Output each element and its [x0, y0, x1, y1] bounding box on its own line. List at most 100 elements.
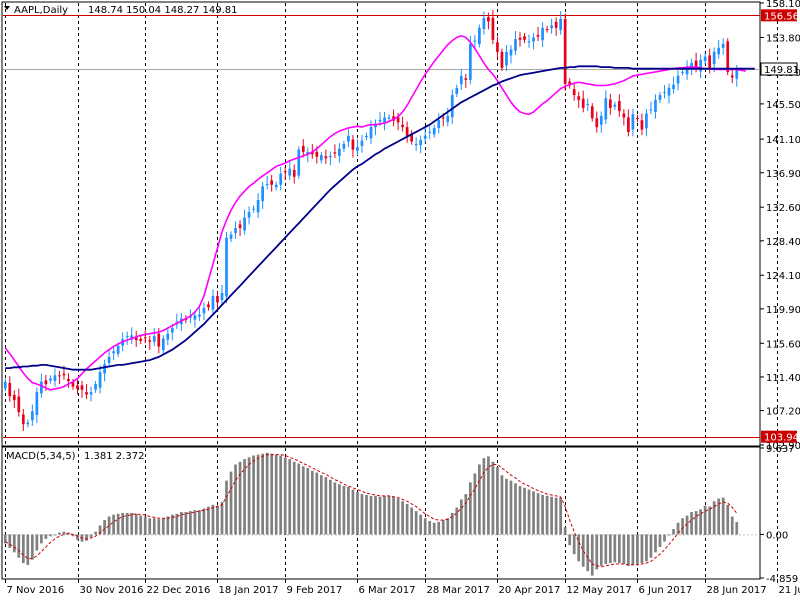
level-tag	[761, 430, 797, 443]
macd-bar	[175, 513, 179, 535]
candle-body	[261, 186, 264, 202]
time-tick-label: 9 Feb 2017	[287, 585, 343, 596]
macd-bar	[351, 489, 355, 535]
macd-bar	[98, 525, 102, 535]
macd-bar	[527, 489, 531, 535]
price-gridlines	[5, 3, 778, 445]
macd-bar	[541, 494, 544, 535]
macd-bar	[414, 511, 418, 535]
macd-bar	[396, 498, 400, 535]
macd-bar	[198, 510, 201, 535]
macd-bar	[112, 514, 115, 535]
macd-bar	[554, 497, 558, 535]
candle-body	[518, 37, 522, 40]
candle-body	[193, 315, 197, 320]
candle-body	[550, 25, 553, 29]
candle-body	[301, 145, 305, 152]
level-tag	[761, 9, 797, 22]
candle-body	[717, 47, 721, 55]
candle-body	[721, 43, 725, 48]
price-tick-label: 145.50	[766, 100, 800, 111]
macd-bar	[180, 512, 183, 535]
candle-body	[256, 199, 260, 213]
candle-body	[604, 98, 608, 120]
macd-bar	[62, 531, 66, 535]
candle-body	[356, 147, 359, 151]
macd-bar	[482, 458, 486, 535]
macd-bar	[428, 520, 432, 535]
macd-bar	[473, 473, 477, 535]
macd-bar	[369, 495, 373, 535]
time-tick-label: 6 Mar 2017	[359, 585, 416, 596]
candle-body	[297, 149, 301, 176]
candle-body	[487, 17, 490, 22]
candle-body	[672, 84, 675, 90]
macd-bar	[76, 534, 79, 540]
macd-bar	[306, 468, 310, 535]
candle-body	[581, 98, 585, 108]
macd-bar	[487, 456, 490, 535]
macd-bar	[283, 457, 287, 535]
macd-bar	[559, 497, 562, 535]
macd-bar	[193, 510, 197, 535]
macd-bar	[35, 534, 39, 551]
macd-bar	[478, 464, 481, 535]
candle-body	[405, 127, 409, 136]
candle-body	[225, 237, 228, 297]
candle-body	[252, 208, 255, 210]
macd-bar	[523, 487, 526, 535]
candle-body	[26, 422, 30, 425]
candle-body	[98, 372, 102, 388]
macd-bar	[514, 483, 517, 535]
candle-body	[292, 169, 296, 177]
candle-body	[274, 184, 278, 188]
macd-bar	[319, 475, 323, 535]
macd-bar	[667, 534, 671, 536]
candle-body	[378, 119, 382, 122]
candle-body	[608, 99, 612, 108]
last-price-label: 149.81	[764, 65, 799, 76]
macd-bar	[455, 507, 459, 535]
candle-body	[523, 36, 526, 40]
level-tag-label: 103.94	[764, 433, 799, 444]
time-axis: 7 Nov 2016 30 Nov 2016 22 Dec 2016 18 Jan 2…	[5, 579, 800, 596]
macd-bar	[94, 531, 97, 535]
macd-bar	[563, 527, 567, 535]
candle-body	[473, 40, 477, 42]
macd-bar	[148, 518, 152, 535]
macd-bar	[252, 455, 255, 535]
candle-body	[541, 27, 544, 41]
candle-body	[3, 381, 7, 389]
candle-body	[636, 117, 639, 120]
macd-bar	[712, 501, 716, 535]
macd-bar	[333, 482, 337, 535]
macd-bar	[21, 534, 25, 564]
candle-body	[536, 35, 540, 37]
macd-bar	[134, 513, 138, 535]
symbol-dropdown-icon[interactable]	[4, 6, 10, 10]
macd-bar	[572, 534, 576, 555]
level-tag-label: 156.56	[764, 11, 799, 22]
price-tick-label: 107.20	[766, 407, 800, 418]
macd-bar	[545, 495, 549, 535]
candle-body	[563, 19, 567, 84]
candle-body	[586, 103, 590, 105]
candle-body	[89, 392, 93, 395]
candle-body	[103, 364, 106, 374]
candle-body	[387, 117, 391, 119]
macd-bar	[161, 518, 165, 535]
macd-bar	[342, 485, 346, 535]
candle-body	[279, 173, 283, 185]
symbol-label: AAPL,Daily	[14, 5, 68, 16]
macd-bar	[103, 520, 106, 535]
candle-body	[319, 155, 323, 161]
macd-bar	[468, 482, 472, 535]
macd-tick-label: 9.637	[766, 444, 795, 455]
price-tick-label: 132.60	[766, 203, 800, 214]
macd-bar	[437, 521, 441, 535]
ma-slow-line	[5, 65, 755, 371]
macd-bar	[645, 534, 648, 562]
macd-bar	[703, 505, 707, 535]
candle-body	[338, 148, 341, 156]
macd-bar	[450, 512, 454, 535]
